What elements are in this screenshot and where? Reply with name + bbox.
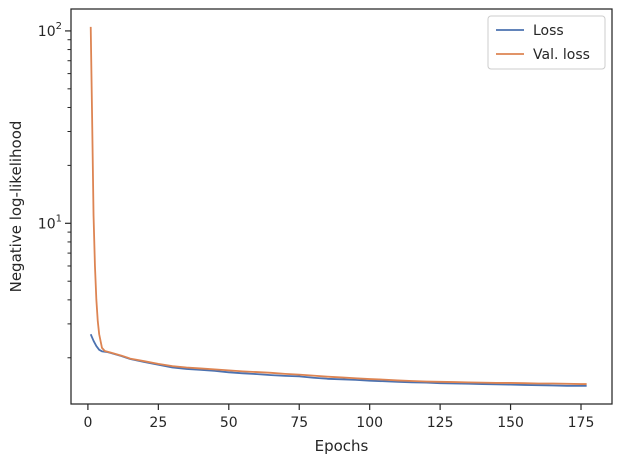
x-tick-label: 50 (220, 415, 238, 431)
x-tick-label: 75 (290, 415, 308, 431)
series-line-1 (89, 26, 587, 385)
y-axis-title: Negative log-likelihood (7, 121, 25, 293)
axes-frame (70, 8, 613, 405)
x-tick-label: 100 (356, 415, 383, 431)
x-tick-label: 150 (497, 415, 524, 431)
axes: 0 25 50 75 100 125 150 175 101 102 Epochs Negative … (7, 8, 613, 455)
x-tick-label: 25 (149, 415, 167, 431)
y-tick-label: 101 (38, 213, 62, 232)
legend: Loss Val. loss (487, 15, 606, 70)
legend-label: Val. loss (533, 47, 590, 63)
x-tick-label: 0 (83, 415, 92, 431)
x-tick-label: 175 (568, 415, 595, 431)
x-axis-title: Epochs (315, 437, 369, 455)
y-tick-label: 102 (38, 21, 62, 40)
legend-label: Loss (533, 23, 564, 39)
plot-area (89, 26, 587, 387)
x-tick-label: 125 (427, 415, 454, 431)
